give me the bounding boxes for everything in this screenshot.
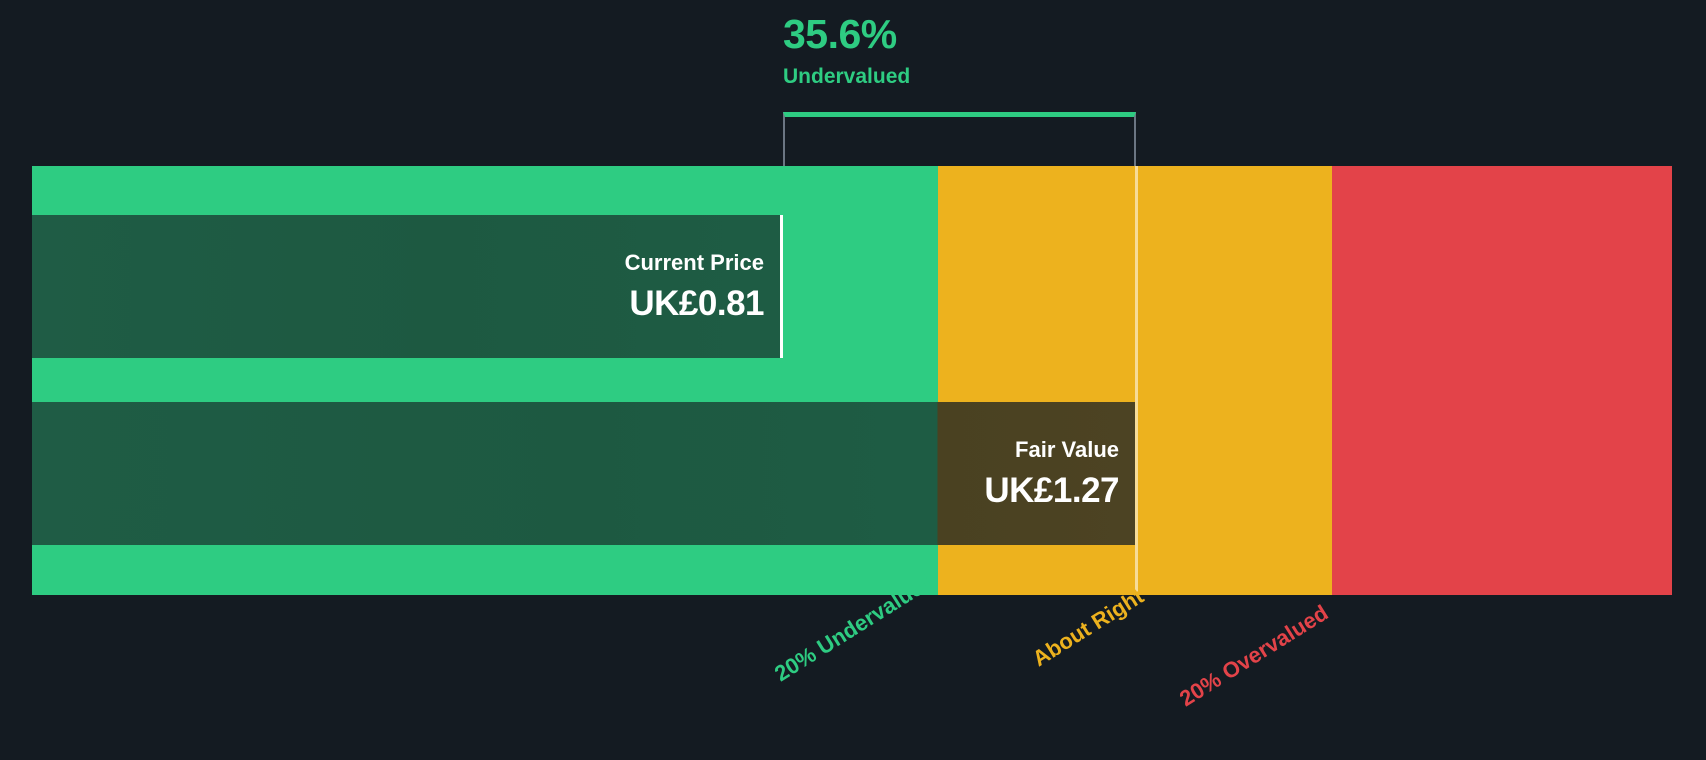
current-price-label: Current Price [624,250,764,275]
axis-label-20-overvalued: 20% Overvalued [1175,599,1333,712]
valuation-verdict: Undervalued [783,65,911,88]
axis-label-about-right: About Right [1028,583,1148,672]
headline-block: 35.6% Undervalued [783,11,911,88]
fair-value-bar: Fair Value UK£1.27 [32,402,1135,545]
current-price-value: UK£0.81 [629,284,764,323]
fair-value-text: Fair Value UK£1.27 [984,437,1135,510]
undervalued-range-bracket [783,112,1136,168]
fair-value-label: Fair Value [1015,437,1119,462]
discount-percent: 35.6% [783,11,897,57]
fair-value-value: UK£1.27 [984,471,1119,510]
current-price-text: Current Price UK£0.81 [624,250,780,323]
fair-value-midline [1135,166,1138,595]
zone-overvalued [1332,166,1672,595]
current-price-bar: Current Price UK£0.81 [32,215,783,358]
